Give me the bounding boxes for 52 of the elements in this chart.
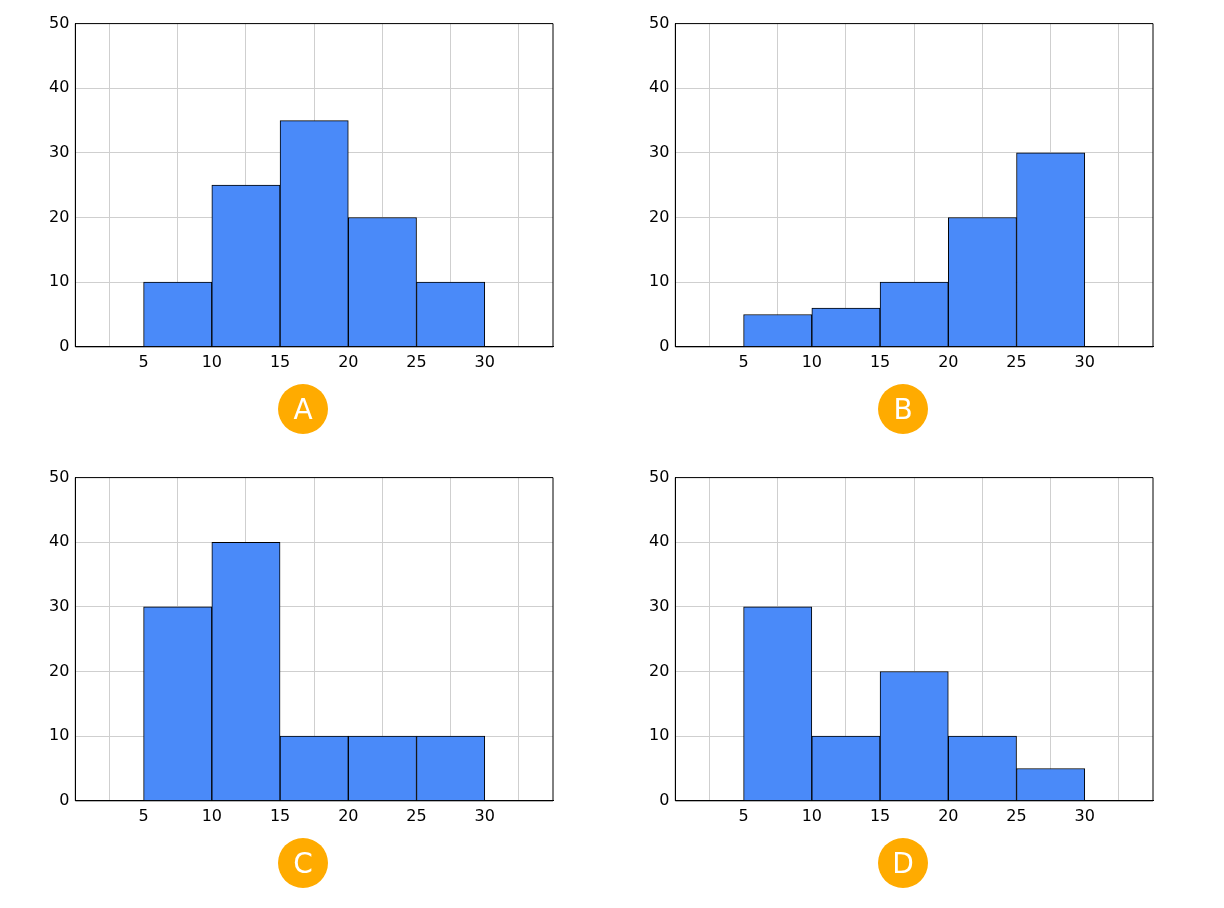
y-tick-label: 20	[649, 660, 670, 680]
y-tick-label: 50	[49, 466, 70, 486]
x-tick-label: 10	[801, 805, 823, 825]
y-tick-label: 10	[649, 725, 670, 745]
y-tick-label: 0	[659, 335, 670, 355]
text: A	[278, 384, 328, 434]
x-tick-label: 15	[869, 805, 891, 825]
y-tick-label: 0	[59, 335, 70, 355]
x-tick-label: 25	[406, 351, 427, 371]
x-tick-label: 20	[938, 351, 959, 371]
y-tick-label: 50	[49, 12, 70, 32]
x-tick-label: 25	[1006, 351, 1027, 371]
y-tick-label: 10	[49, 271, 70, 291]
y-tick-label: 40	[649, 77, 670, 97]
x-tick-label: 15	[869, 351, 891, 371]
x-tick-label: 5	[738, 351, 749, 371]
x-tick-label: 20	[338, 351, 359, 371]
y-tick-label: 20	[49, 660, 70, 680]
y-tick-label: 50	[649, 12, 670, 32]
x-tick-label: 30	[474, 351, 495, 371]
text: D	[878, 838, 928, 888]
x-tick-label: 25	[1006, 805, 1027, 825]
y-tick-label: 30	[649, 142, 670, 162]
x-tick-label: 5	[138, 351, 149, 371]
x-tick-label: 25	[406, 805, 427, 825]
y-tick-label: 30	[49, 142, 70, 162]
x-tick-label: 20	[338, 805, 359, 825]
y-tick-label: 40	[649, 531, 670, 551]
x-tick-label: 10	[201, 805, 223, 825]
x-tick-label: 30	[1074, 351, 1095, 371]
x-tick-label: 15	[269, 351, 291, 371]
y-tick-label: 0	[59, 789, 70, 809]
x-tick-label: 30	[1074, 805, 1095, 825]
y-tick-label: 30	[49, 596, 70, 616]
y-tick-label: 40	[49, 531, 70, 551]
y-tick-label: 30	[649, 596, 670, 616]
x-tick-label: 20	[938, 805, 959, 825]
x-tick-label: 10	[801, 351, 823, 371]
text: B	[878, 384, 928, 434]
y-tick-label: 40	[49, 77, 70, 97]
text: C	[278, 838, 328, 888]
y-tick-label: 20	[649, 206, 670, 226]
x-tick-label: 10	[201, 351, 223, 371]
x-tick-label: 5	[138, 805, 149, 825]
x-tick-label: 15	[269, 805, 291, 825]
x-tick-label: 5	[738, 805, 749, 825]
y-tick-label: 20	[49, 206, 70, 226]
y-tick-label: 10	[649, 271, 670, 291]
y-tick-label: 50	[649, 466, 670, 486]
y-tick-label: 0	[659, 789, 670, 809]
y-tick-label: 10	[49, 725, 70, 745]
x-tick-label: 30	[474, 805, 495, 825]
